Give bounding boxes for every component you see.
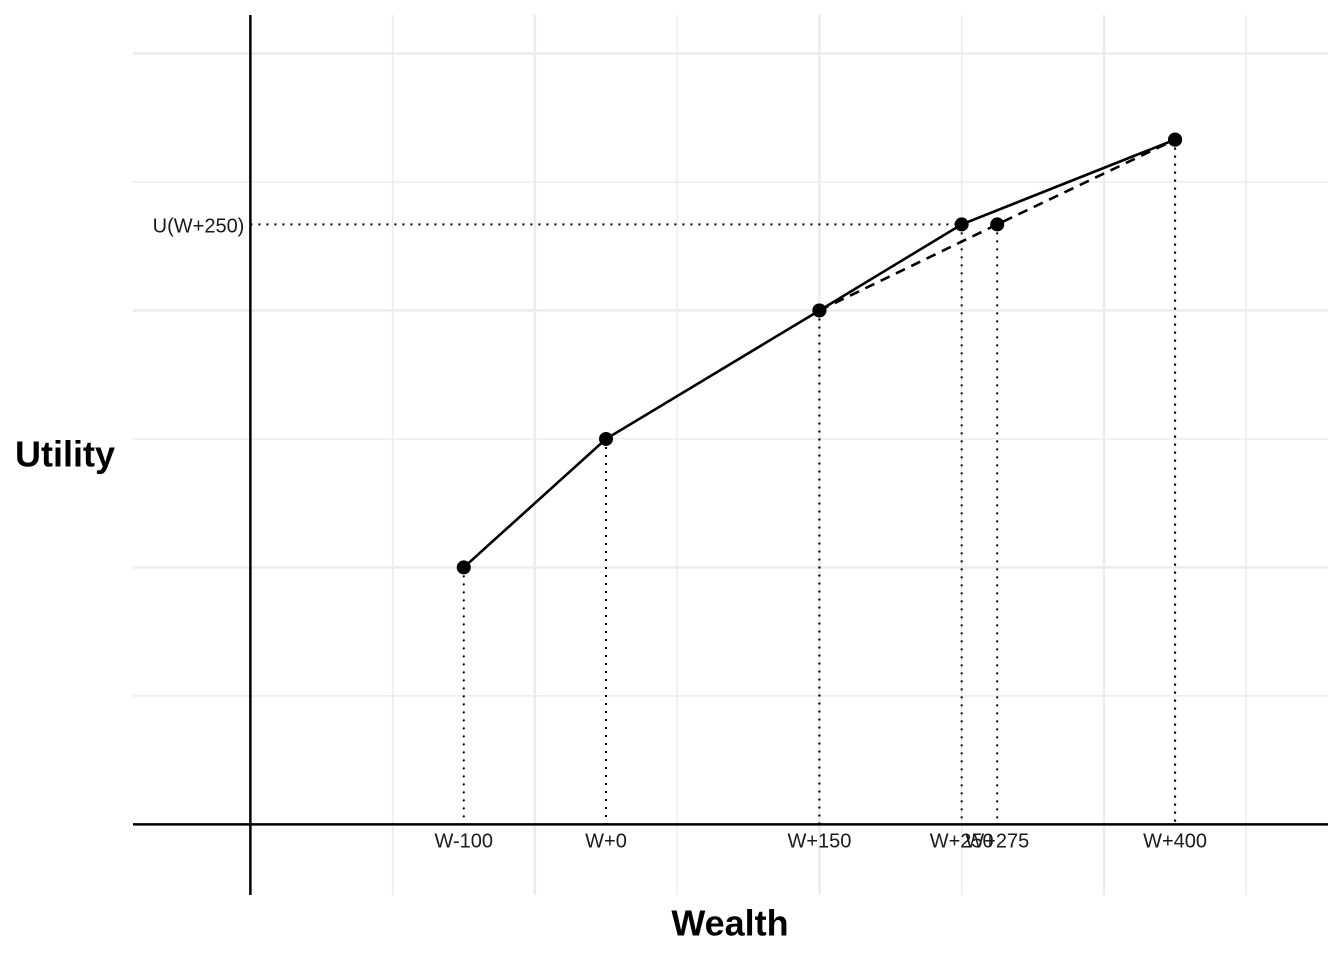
x-tick-label: W+275 bbox=[965, 831, 1029, 853]
y-tick-label: U(W+250) bbox=[153, 216, 245, 238]
x-tick-label: W+400 bbox=[1143, 831, 1207, 853]
x-tick-label: W-100 bbox=[434, 831, 493, 853]
data-point bbox=[990, 217, 1005, 232]
x-axis-title: Wealth bbox=[671, 903, 788, 944]
data-point bbox=[456, 560, 471, 575]
x-tick-label: W+150 bbox=[787, 831, 851, 853]
y-axis-title: Utility bbox=[15, 434, 115, 475]
x-tick-label: W+250 bbox=[930, 831, 994, 853]
data-point bbox=[1168, 132, 1183, 147]
data-point bbox=[599, 431, 614, 446]
data-point bbox=[812, 303, 827, 318]
data-line bbox=[818, 138, 1176, 312]
x-tick-label: W+0 bbox=[585, 831, 627, 853]
data-point bbox=[954, 217, 969, 232]
